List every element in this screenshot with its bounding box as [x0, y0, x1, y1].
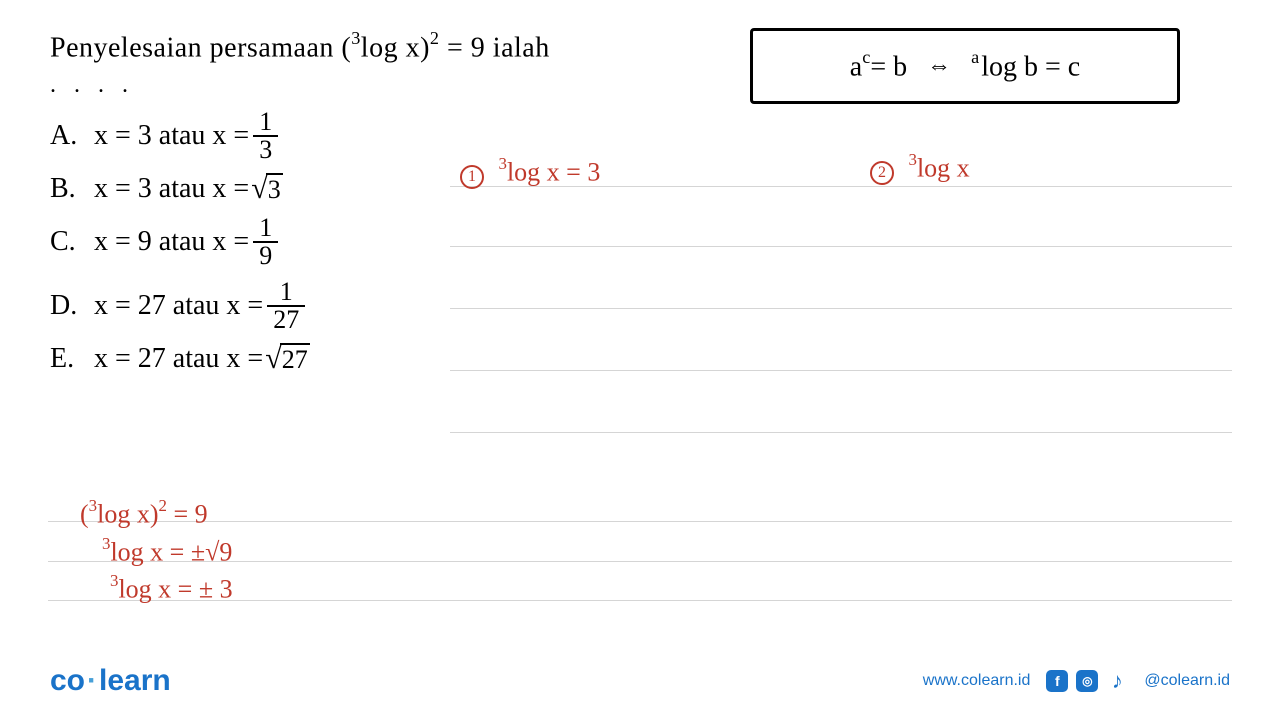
formula-log: log b = c — [981, 51, 1080, 82]
rw1-text: log x) — [97, 500, 158, 529]
option-b: B. x = 3 atau x = √ 3 — [50, 173, 1230, 205]
option-a-label: A. — [50, 120, 94, 152]
formula-a: a — [850, 51, 862, 82]
sqrt-arg: 3 — [266, 173, 283, 205]
colearn-logo: co·learn — [50, 664, 171, 698]
red-line-3: 3log x = ± 3 — [110, 573, 233, 605]
wi1-base: 3 — [499, 154, 507, 173]
sqrt-arg: 27 — [280, 343, 310, 375]
option-e-math: x = 27 atau x = √ 27 — [94, 343, 310, 375]
option-e-label: E. — [50, 343, 94, 375]
q-log-base: 3 — [351, 28, 361, 48]
option-a-math: x = 3 atau x = 1 3 — [94, 109, 282, 163]
option-e-text: x = 27 atau x = — [94, 343, 263, 375]
tiktok-icon: ♪ — [1106, 670, 1128, 692]
q-log-arg: log x — [361, 32, 420, 63]
social-icons: f ◎ ♪ — [1046, 670, 1128, 692]
work-item-1: 1 3log x = 3 — [460, 156, 600, 189]
options-list: A. x = 3 atau x = 1 3 B. x = 3 atau x = … — [50, 109, 1230, 375]
circled-1-icon: 1 — [460, 165, 484, 189]
rule-line — [450, 370, 1232, 371]
formula-left: ac= b — [850, 49, 907, 83]
option-c-text: x = 9 atau x = — [94, 226, 249, 258]
frac-num: 1 — [267, 279, 305, 307]
double-arrow-icon: ⇔ — [927, 53, 951, 80]
facebook-icon: f — [1046, 670, 1068, 692]
red-line-2: 3log x = ±√9 — [102, 536, 233, 568]
option-d-math: x = 27 atau x = 1 27 — [94, 279, 309, 333]
fraction: 1 9 — [253, 215, 278, 269]
formula-right: alog b = c — [971, 49, 1080, 83]
option-a-text: x = 3 atau x = — [94, 120, 249, 152]
option-b-math: x = 3 atau x = √ 3 — [94, 173, 283, 205]
option-b-label: B. — [50, 173, 94, 205]
rw1-sup: 2 — [159, 496, 167, 515]
work-item-2: 2 3log x — [870, 152, 970, 185]
rw3-base: 3 — [110, 571, 118, 590]
footer-right: www.colearn.id f ◎ ♪ @colearn.id — [923, 670, 1230, 692]
frac-den: 3 — [253, 137, 278, 163]
frac-den: 9 — [253, 243, 278, 269]
red-line-1: (3log x)2 = 9 — [80, 498, 233, 530]
frac-den: 27 — [267, 307, 305, 333]
option-c-label: C. — [50, 226, 94, 258]
rule-line — [450, 308, 1232, 309]
formula-base-a: a — [971, 47, 979, 67]
rw2-base: 3 — [102, 534, 110, 553]
instagram-icon: ◎ — [1076, 670, 1098, 692]
option-c-math: x = 9 atau x = 1 9 — [94, 215, 282, 269]
footer-handle: @colearn.id — [1144, 672, 1230, 690]
option-b-text: x = 3 atau x = — [94, 173, 249, 205]
rw1-base: 3 — [89, 496, 97, 515]
formula-c: c — [862, 47, 870, 67]
wi1-text: log x = 3 — [507, 158, 600, 187]
frac-num: 1 — [253, 215, 278, 243]
option-d-label: D. — [50, 290, 94, 322]
sqrt: √ 3 — [251, 173, 282, 205]
rw3-text: log x = ± 3 — [118, 575, 232, 604]
rule-line — [450, 246, 1232, 247]
formula-eqb: = b — [870, 51, 907, 82]
logo-learn: learn — [99, 664, 171, 697]
rw1-eq: = 9 — [167, 500, 208, 529]
q-prefix: Penyelesaian persamaan ( — [50, 32, 351, 63]
wi2-base: 3 — [909, 150, 917, 169]
footer-url: www.colearn.id — [923, 672, 1031, 690]
rule-line — [450, 432, 1232, 433]
option-d: D. x = 27 atau x = 1 27 — [50, 279, 1230, 333]
circled-2-icon: 2 — [870, 161, 894, 185]
option-d-text: x = 27 atau x = — [94, 290, 263, 322]
fraction: 1 3 — [253, 109, 278, 163]
logo-co: co — [50, 664, 85, 697]
option-a: A. x = 3 atau x = 1 3 — [50, 109, 1230, 163]
wi2-text: log x — [917, 154, 970, 183]
frac-num: 1 — [253, 109, 278, 137]
sqrt: √ 27 — [265, 343, 309, 375]
red-work-area: (3log x)2 = 9 3log x = ±√9 3log x = ± 3 — [80, 492, 233, 611]
q-exp: 2 — [430, 28, 440, 48]
rw2-text: log x = ±√9 — [110, 537, 232, 566]
fraction: 1 27 — [267, 279, 305, 333]
option-c: C. x = 9 atau x = 1 9 — [50, 215, 1230, 269]
logo-dot-icon: · — [87, 664, 97, 697]
formula-box: ac= b ⇔ alog b = c — [750, 28, 1180, 104]
q-suffix: = 9 ialah — [440, 32, 550, 63]
footer: co·learn www.colearn.id f ◎ ♪ @colearn.i… — [0, 664, 1280, 698]
